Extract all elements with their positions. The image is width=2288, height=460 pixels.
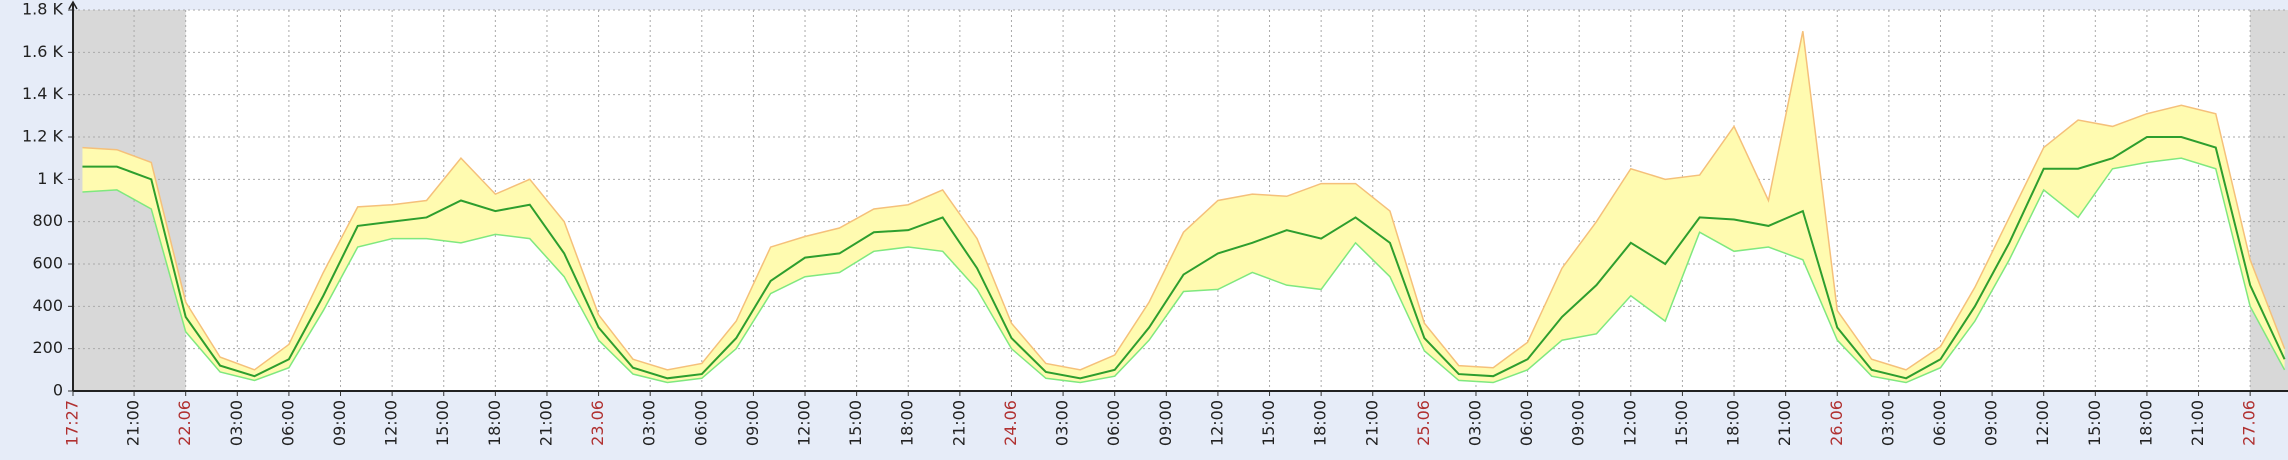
- x-tick-label: 25.06: [1414, 400, 1433, 446]
- shaded-range: [73, 10, 186, 391]
- x-tick-label: 06:00: [1930, 400, 1949, 446]
- x-tick-label: 09:00: [1569, 400, 1588, 446]
- x-tick-label: 21:00: [1775, 400, 1794, 446]
- x-tick-label: 21:00: [1362, 400, 1381, 446]
- x-tick-label: 12:00: [2033, 400, 2052, 446]
- x-tick-label: 12:00: [795, 400, 814, 446]
- x-tick-label: 15:00: [1259, 400, 1278, 446]
- x-tick-label: 21:00: [2188, 400, 2207, 446]
- x-tick-label: 12:00: [1620, 400, 1639, 446]
- x-tick-label: 22.06: [175, 400, 194, 446]
- x-tick-label: 12:00: [382, 400, 401, 446]
- x-tick-label: 21:00: [124, 400, 143, 446]
- y-tick-label: 1.8 K: [22, 0, 64, 19]
- x-tick-label: 06:00: [1517, 400, 1536, 446]
- x-tick-label: 03:00: [1878, 400, 1897, 446]
- y-tick-label: 1.2 K: [22, 127, 64, 146]
- x-tick-label: 15:00: [433, 400, 452, 446]
- x-tick-label: 23.06: [588, 400, 607, 446]
- x-tick-label: 15:00: [846, 400, 865, 446]
- x-tick-label: 09:00: [743, 400, 762, 446]
- x-tick-label: 18:00: [898, 400, 917, 446]
- x-tick-label: 03:00: [640, 400, 659, 446]
- y-tick-label: 800: [32, 211, 63, 230]
- x-tick-label: 09:00: [330, 400, 349, 446]
- series-line: [82, 157, 2286, 384]
- x-tick-label: 17:27: [63, 400, 82, 446]
- series-line: [82, 31, 2286, 371]
- x-tick-label: 06:00: [691, 400, 710, 446]
- x-tick-label: 06:00: [278, 400, 297, 446]
- x-tick-label: 26.06: [1827, 400, 1846, 446]
- x-tick-label: 21:00: [949, 400, 968, 446]
- y-tick-label: 1.6 K: [22, 42, 64, 61]
- x-tick-label: 03:00: [1053, 400, 1072, 446]
- x-tick-label: 15:00: [1672, 400, 1691, 446]
- y-tick-label: 1.4 K: [22, 84, 64, 103]
- x-tick-label: 21:00: [536, 400, 555, 446]
- x-tick-label: 09:00: [1982, 400, 2001, 446]
- x-tick-label: 18:00: [1311, 400, 1330, 446]
- x-tick-label: 24.06: [1001, 400, 1020, 446]
- x-tick-label: 18:00: [485, 400, 504, 446]
- x-tick-label: 12:00: [1207, 400, 1226, 446]
- y-tick-label: 600: [32, 254, 63, 273]
- x-tick-label: 18:00: [1724, 400, 1743, 446]
- y-tick-label: 0: [53, 381, 63, 400]
- x-tick-label: 03:00: [227, 400, 246, 446]
- x-tick-label: 18:00: [2136, 400, 2155, 446]
- x-tick-label: 15:00: [2085, 400, 2104, 446]
- y-tick-label: 1 K: [37, 169, 63, 188]
- axis-arrow: [68, 0, 78, 10]
- y-tick-label: 200: [32, 338, 63, 357]
- series-line: [82, 136, 2286, 380]
- x-tick-label: 27.06: [2240, 400, 2259, 446]
- x-tick-label: 06:00: [1104, 400, 1123, 446]
- x-tick-label: 09:00: [1156, 400, 1175, 446]
- y-tick-label: 400: [32, 296, 63, 315]
- x-tick-label: 03:00: [1465, 400, 1484, 446]
